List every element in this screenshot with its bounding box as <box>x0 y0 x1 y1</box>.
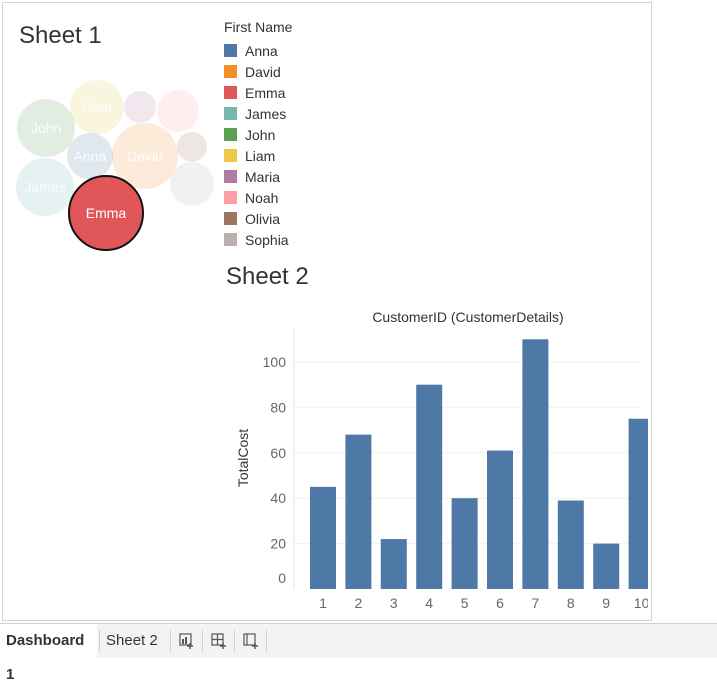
bar-customer-9[interactable] <box>593 543 620 589</box>
legend-swatch <box>224 86 237 99</box>
first-name-legend: First Name Anna David Emma James John Liam Mar… <box>224 19 292 250</box>
x-tick-label: 2 <box>355 595 363 611</box>
bubble-label: John <box>31 120 61 136</box>
legend-item-emma[interactable]: Emma <box>224 82 292 103</box>
legend-label: Liam <box>245 147 276 164</box>
legend-item-david[interactable]: David <box>224 61 292 82</box>
new-worksheet-icon[interactable] <box>178 632 196 650</box>
y-tick-label: 80 <box>270 399 286 415</box>
bubble-anna[interactable]: Anna <box>67 133 113 179</box>
legend-swatch <box>224 128 237 141</box>
legend-swatch <box>224 107 237 120</box>
new-story-icon[interactable] <box>242 632 260 650</box>
tab-sheet-2[interactable]: Sheet 2 <box>106 632 158 649</box>
legend-label: Anna <box>245 42 278 59</box>
legend-item-james[interactable]: James <box>224 103 292 124</box>
x-tick-label: 9 <box>602 595 610 611</box>
legend-swatch <box>224 44 237 57</box>
legend-label: Emma <box>245 84 286 101</box>
bar-chart[interactable]: CustomerID (CustomerDetails) TotalCost 0 20… <box>228 301 648 616</box>
bar-customer-10[interactable] <box>628 418 648 589</box>
tab-dashboard-1[interactable]: Dashboard 1 <box>0 624 97 683</box>
bubble-david[interactable]: David <box>112 123 178 189</box>
legend-swatch <box>224 170 237 183</box>
bar-customer-6[interactable] <box>487 450 513 589</box>
legend-swatch <box>224 149 237 162</box>
bar-customer-8[interactable] <box>557 500 584 589</box>
legend-title: First Name <box>224 19 293 35</box>
x-tick-label: 1 <box>319 595 327 611</box>
bubble-label: David <box>127 148 163 164</box>
legend-item-maria[interactable]: Maria <box>224 166 292 187</box>
x-tick-label: 10 <box>634 595 648 611</box>
bubble-sophia[interactable] <box>170 162 214 206</box>
legend-label: John <box>245 126 276 143</box>
legend-swatch <box>224 191 237 204</box>
sheet1-title: Sheet 1 <box>19 22 102 49</box>
x-tick-label: 7 <box>532 595 540 611</box>
sheet-tab-bar: Dashboard 1 Sheet 2 <box>0 623 717 683</box>
bubble-label: Anna <box>74 148 107 164</box>
bubble-emma[interactable]: Emma <box>68 175 144 251</box>
legend-swatch <box>224 212 237 225</box>
bubble-noah[interactable] <box>157 90 199 132</box>
bubble-label: Emma <box>86 205 127 221</box>
legend-label: James <box>245 105 287 122</box>
legend-item-john[interactable]: John <box>224 124 292 145</box>
y-tick-label: 40 <box>270 490 286 506</box>
legend-item-olivia[interactable]: Olivia <box>224 208 292 229</box>
y-tick-label: 0 <box>278 570 286 586</box>
bubble-label: James <box>24 179 65 195</box>
y-tick-label: 60 <box>270 445 286 461</box>
legend-item-sophia[interactable]: Sophia <box>224 229 292 250</box>
bar-customer-1[interactable] <box>310 486 336 589</box>
bar-customer-4[interactable] <box>416 384 443 589</box>
x-tick-label: 6 <box>496 595 504 611</box>
bar-customer-3[interactable] <box>380 539 407 589</box>
bubble-john[interactable]: John <box>17 99 75 157</box>
bar-customer-2[interactable] <box>345 434 372 589</box>
bubble-olivia[interactable] <box>177 132 207 162</box>
legend-item-liam[interactable]: Liam <box>224 145 292 166</box>
bubble-chart[interactable]: John Liam Anna David James Emma <box>3 3 223 263</box>
y-tick-label: 100 <box>263 354 287 370</box>
sheet2-title: Sheet 2 <box>226 263 309 290</box>
legend-swatch <box>224 65 237 78</box>
chart-title: CustomerID (CustomerDetails) <box>372 309 563 325</box>
x-tick-label: 3 <box>390 595 398 611</box>
bar-customer-5[interactable] <box>451 498 478 589</box>
legend-label: Olivia <box>245 210 281 227</box>
x-tick-label: 4 <box>425 595 433 611</box>
x-tick-label: 8 <box>567 595 575 611</box>
legend-item-noah[interactable]: Noah <box>224 187 292 208</box>
legend-label: David <box>245 63 281 80</box>
legend-label: Maria <box>245 168 281 185</box>
y-tick-label: 20 <box>270 536 286 552</box>
bubble-label: Liam <box>82 99 112 115</box>
bubble-maria[interactable] <box>124 91 156 123</box>
legend-label: Noah <box>245 189 279 206</box>
legend-item-anna[interactable]: Anna <box>224 40 292 61</box>
x-tick-label: 5 <box>461 595 469 611</box>
new-dashboard-icon[interactable] <box>210 632 228 650</box>
y-axis-label: TotalCost <box>235 429 251 487</box>
bubble-liam[interactable]: Liam <box>70 80 124 134</box>
bubble-james[interactable]: James <box>16 158 74 216</box>
legend-swatch <box>224 233 237 246</box>
dashboard-canvas: Sheet 1 John Liam Anna David James Emma First… <box>2 2 652 621</box>
bar-customer-7[interactable] <box>522 339 549 589</box>
legend-label: Sophia <box>245 231 289 248</box>
